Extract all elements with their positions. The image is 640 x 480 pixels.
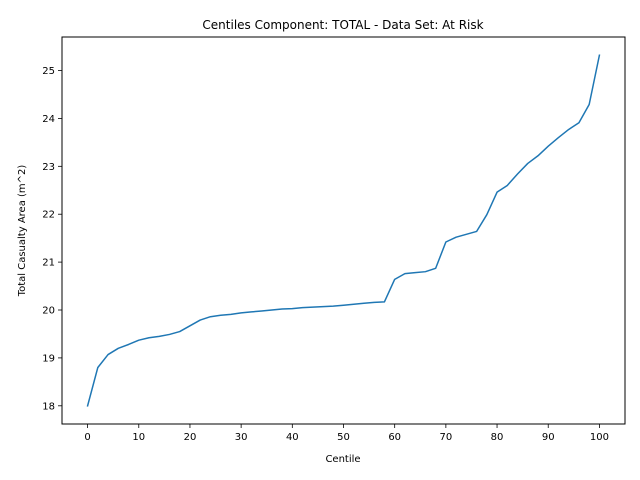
- x-axis-ticks: 0 10 20 30 40 50 60 70 80 90 100: [84, 424, 609, 443]
- plot-background: [62, 37, 625, 424]
- y-tick-label: 22: [42, 210, 55, 221]
- chart-title: Centiles Component: TOTAL - Data Set: At…: [202, 18, 483, 32]
- plot-area: [62, 37, 625, 424]
- x-tick-label: 100: [590, 432, 609, 443]
- x-tick-label: 90: [542, 432, 555, 443]
- x-axis-label: Centile: [325, 454, 360, 465]
- y-axis-label: Total Casualty Area (m^2): [17, 165, 28, 298]
- x-tick-label: 50: [337, 432, 350, 443]
- x-tick-label: 60: [388, 432, 401, 443]
- y-axis-ticks: 18 19 20 21 22 23 24 25: [42, 66, 62, 412]
- y-tick-label: 23: [42, 162, 55, 173]
- series-layer: [86, 54, 601, 407]
- x-tick-label: 70: [439, 432, 452, 443]
- x-tick-label: 0: [84, 432, 90, 443]
- x-tick-label: 80: [491, 432, 504, 443]
- y-tick-label: 19: [42, 353, 55, 364]
- y-tick-label: 18: [42, 401, 55, 412]
- y-tick-label: 20: [42, 306, 55, 317]
- x-tick-label: 40: [286, 432, 299, 443]
- series-line-0: [86, 54, 601, 407]
- y-tick-label: 24: [42, 114, 55, 125]
- x-tick-label: 30: [235, 432, 248, 443]
- x-tick-label: 20: [184, 432, 197, 443]
- y-tick-label: 21: [42, 258, 55, 269]
- y-tick-label: 25: [42, 66, 55, 77]
- x-tick-label: 10: [132, 432, 145, 443]
